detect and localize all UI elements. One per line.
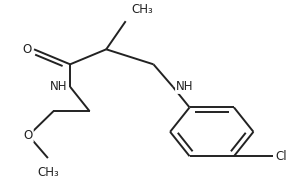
Text: Cl: Cl <box>276 150 287 163</box>
Text: NH: NH <box>50 80 67 93</box>
Text: NH: NH <box>176 80 193 93</box>
Text: O: O <box>22 43 31 56</box>
Text: CH₃: CH₃ <box>131 3 153 16</box>
Text: O: O <box>24 129 33 142</box>
Text: CH₃: CH₃ <box>37 166 59 179</box>
